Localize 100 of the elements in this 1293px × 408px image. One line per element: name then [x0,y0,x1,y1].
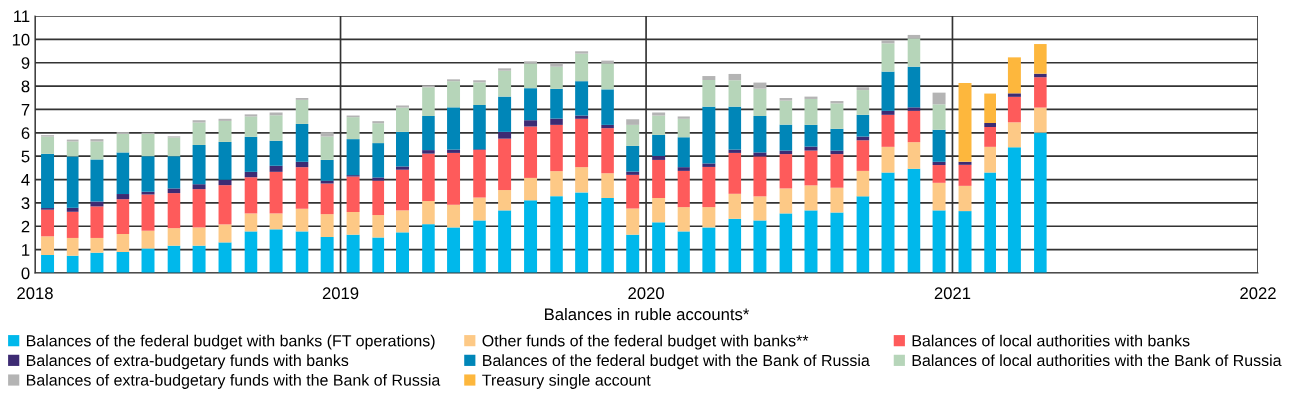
bar [550,66,563,89]
bar [269,115,283,141]
bar [601,198,614,273]
bar [932,182,946,211]
bar [932,210,946,273]
bar [677,170,690,208]
bar [907,38,921,67]
bar [244,116,258,137]
bar [269,171,283,214]
bar [372,237,385,273]
bar [575,192,589,273]
bar [575,53,589,82]
bar [830,212,844,273]
bar [244,136,258,172]
bar [524,200,538,273]
bar [779,188,793,214]
bar [932,104,946,130]
y-tick-label: 8 [21,80,30,93]
bar [932,161,946,166]
bar [677,118,690,138]
bar [244,114,258,117]
bar [269,112,283,116]
bar [804,185,818,211]
bar [626,234,640,273]
bar [320,214,334,238]
bar [550,88,563,119]
bar [244,171,258,178]
bar [626,208,640,235]
bar [473,220,486,273]
bar [396,232,409,273]
bar [830,154,844,188]
bar [90,252,104,273]
bar [626,124,640,146]
bar [1034,77,1047,108]
bar [218,242,232,273]
legend-label: Balances of extra-budgetary funds with banks [26,354,349,370]
bar [167,188,181,194]
bar [41,136,55,154]
bar [652,159,666,198]
bar [320,237,334,273]
bar [881,43,895,72]
bar [779,100,793,125]
bar [626,171,640,175]
bar [728,73,742,81]
bar [447,152,461,205]
bar [1007,93,1021,97]
bar [218,179,232,186]
y-tick-label: 10 [12,33,30,46]
bar [498,70,512,97]
bar [524,88,538,121]
bar [1007,57,1021,94]
bar [702,106,716,164]
bar [958,185,972,212]
bar [652,112,666,116]
bar [41,209,55,237]
bar [498,138,512,191]
bar [167,245,181,273]
bar [907,110,921,143]
legend-label: Other funds of the federal budget with banks** [482,334,809,350]
bar [728,80,742,107]
bar [677,116,690,119]
bar [804,124,818,147]
bar [753,220,767,273]
bar [167,137,181,157]
bar [320,159,334,181]
bar [90,206,104,238]
bar [524,177,538,201]
bar [601,128,614,174]
bar [422,87,435,116]
bar [192,144,206,185]
bar [856,170,870,197]
bar [984,172,996,273]
bar [447,227,461,273]
bar [346,117,360,140]
legend-label: Balances of the federal budget with banks (FT operations) [26,334,435,350]
bar [728,106,742,150]
bar [66,211,79,238]
bar [652,115,666,135]
bar [372,180,385,216]
bar [652,222,666,273]
bar [677,167,690,171]
bar [881,114,895,147]
bar [881,110,895,115]
legend-label: Balances of local authorities with banks [912,334,1190,347]
bar [66,156,79,208]
bar [804,98,818,125]
bar [702,76,716,81]
y-tick-label: 9 [21,57,30,69]
bar [295,208,309,232]
bar [524,120,538,127]
bar [728,152,742,194]
bar [116,194,130,200]
bar [575,51,589,54]
y-tick-label: 7 [21,104,30,116]
bar [1007,122,1021,148]
bar [779,98,793,101]
y-tick-label: 5 [21,150,30,163]
bar [524,126,538,178]
bar [626,174,640,209]
bar [396,166,409,170]
